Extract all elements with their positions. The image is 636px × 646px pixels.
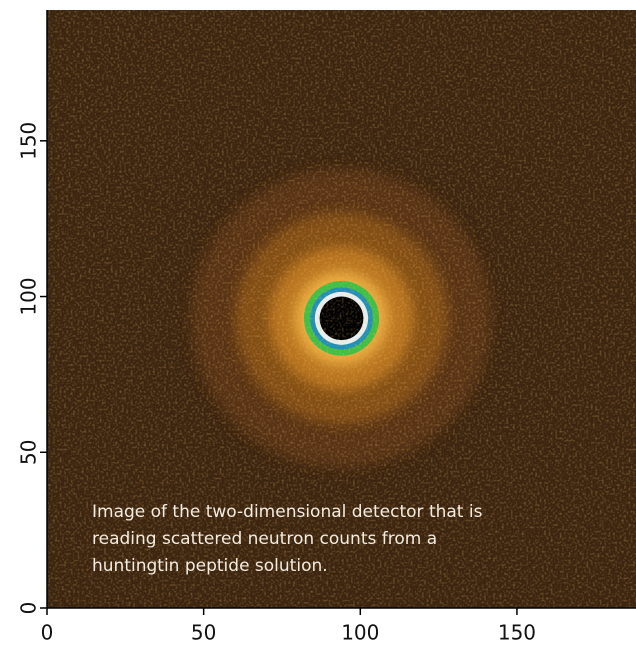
x-tick-label: 150 <box>498 621 536 645</box>
annotation-line: Image of the two-dimensional detector th… <box>92 502 483 522</box>
x-tick-label: 100 <box>341 621 379 645</box>
annotation-line: huntingtin peptide solution. <box>92 556 328 576</box>
x-tick-label: 0 <box>41 621 54 645</box>
detector-noise <box>47 10 636 608</box>
annotation-line: reading scattered neutron counts from a <box>92 529 437 549</box>
y-tick-label: 100 <box>17 277 41 315</box>
y-tick-label: 50 <box>17 440 41 465</box>
x-tick-label: 50 <box>191 621 216 645</box>
y-tick-label: 0 <box>17 602 41 615</box>
y-tick-label: 150 <box>17 122 41 160</box>
